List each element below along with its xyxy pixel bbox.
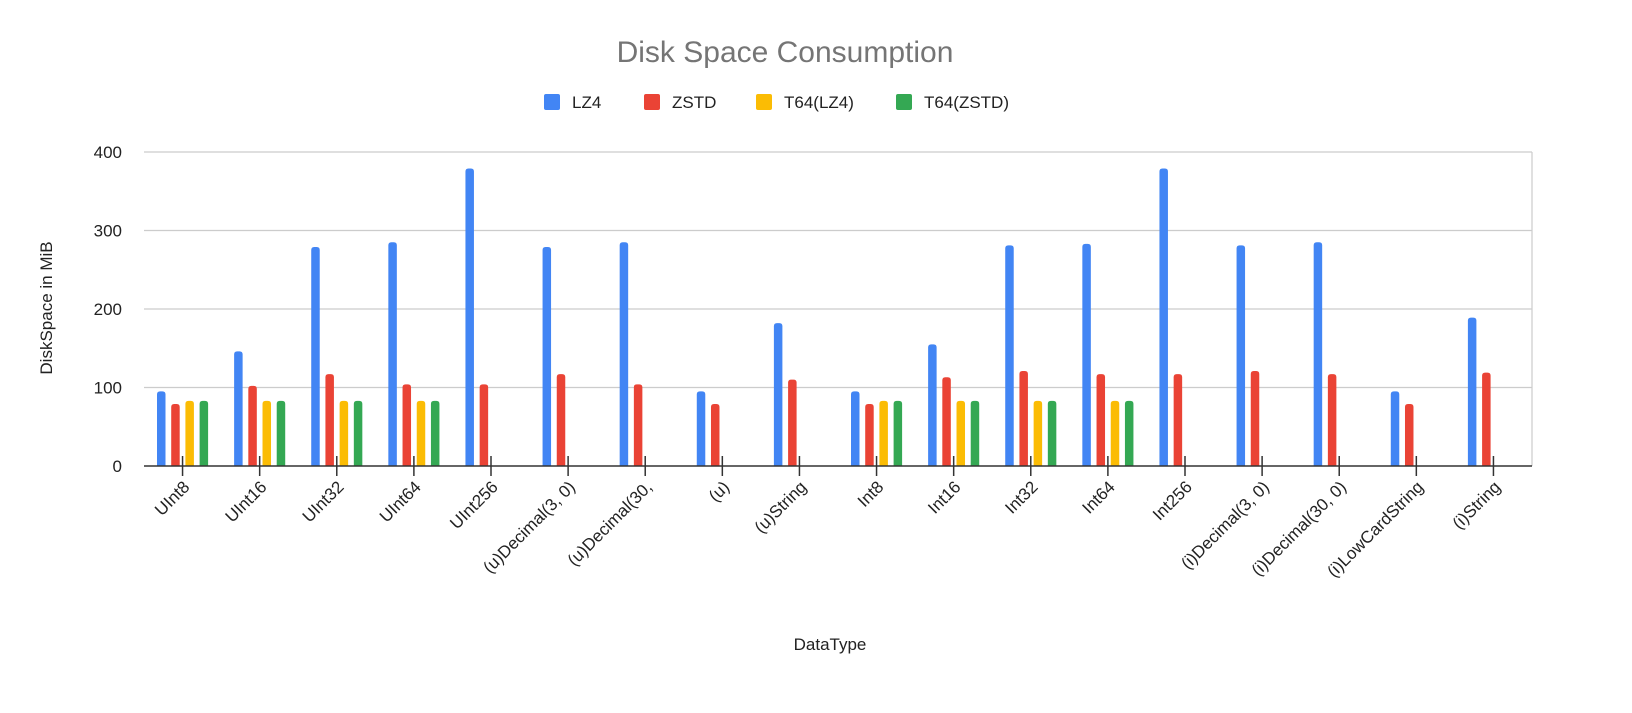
- legend-label: T64(ZSTD): [924, 93, 1009, 112]
- bar-t64-zstd--12: [1124, 400, 1134, 466]
- bar-lz4-13: [1159, 168, 1168, 467]
- bar-lz4-1: [234, 351, 243, 466]
- bar-lz4-5: [542, 246, 552, 466]
- bar-zstd-8: [788, 379, 797, 466]
- bar-t64-zstd--11: [1047, 400, 1057, 466]
- bar-zstd-2: [325, 374, 334, 466]
- bar-lz4-7: [696, 391, 706, 466]
- bar-t64-lz4--9: [879, 400, 888, 466]
- bar-lz4-0: [157, 391, 166, 466]
- bar-t64-zstd--10: [970, 400, 980, 466]
- bar-zstd-15: [1327, 374, 1337, 466]
- bar-t64-lz4--2: [339, 400, 349, 466]
- bar-t64-lz4--1: [262, 400, 272, 466]
- bar-lz4-3: [388, 242, 397, 466]
- bar-lz4-9: [851, 391, 860, 466]
- bar-lz4-14: [1236, 245, 1246, 466]
- y-tick-label: 0: [113, 457, 122, 476]
- bars: [157, 168, 1491, 467]
- bar-lz4-16: [1390, 391, 1400, 466]
- bar-zstd-7: [710, 403, 720, 466]
- bar-lz4-17: [1467, 317, 1477, 466]
- bar-zstd-4: [479, 384, 489, 466]
- y-tick-label: 300: [94, 222, 122, 241]
- bar-t64-lz4--11: [1033, 400, 1043, 466]
- legend-label: LZ4: [572, 93, 601, 112]
- bar-zstd-5: [556, 374, 566, 466]
- bar-t64-lz4--10: [956, 400, 966, 466]
- bar-t64-zstd--2: [353, 400, 363, 466]
- legend: LZ4 ZSTD T64(LZ4) T64(ZSTD): [544, 93, 1009, 112]
- bar-lz4-6: [619, 242, 629, 466]
- bar-lz4-11: [1005, 245, 1014, 466]
- bar-zstd-9: [865, 403, 874, 466]
- gridlines: [144, 151, 1533, 466]
- bar-t64-zstd--3: [430, 400, 440, 466]
- y-tick-label: 100: [94, 379, 122, 398]
- bar-t64-lz4--0: [185, 400, 194, 466]
- bar-t64-lz4--3: [416, 400, 426, 466]
- y-tick-label: 200: [94, 300, 122, 319]
- bar-zstd-17: [1482, 372, 1491, 466]
- bar-zstd-11: [1019, 371, 1028, 466]
- chart-title: Disk Space Consumption: [617, 36, 954, 69]
- bar-t64-zstd--0: [199, 400, 209, 466]
- bar-lz4-2: [311, 246, 320, 466]
- y-tick-label: 400: [94, 143, 122, 162]
- legend-swatch-lz4: [544, 94, 560, 110]
- bar-zstd-12: [1096, 374, 1106, 466]
- bar-zstd-0: [171, 403, 180, 466]
- bar-zstd-1: [248, 385, 257, 466]
- bar-t64-zstd--1: [276, 400, 286, 466]
- bar-zstd-16: [1404, 403, 1414, 466]
- x-axis-title: DataType: [794, 635, 867, 654]
- y-axis-ticks: 0 100 200 300 400: [94, 143, 122, 476]
- legend-swatch-zstd: [644, 94, 660, 110]
- bar-zstd-6: [633, 384, 643, 466]
- bar-lz4-4: [465, 168, 474, 467]
- legend-label: ZSTD: [672, 93, 716, 112]
- y-axis-title: DiskSpace in MiB: [37, 241, 56, 374]
- bar-zstd-3: [402, 384, 412, 466]
- bar-lz4-12: [1082, 243, 1091, 466]
- bar-lz4-15: [1313, 242, 1323, 466]
- bar-zstd-13: [1173, 374, 1183, 466]
- bar-t64-zstd--9: [893, 400, 903, 466]
- bar-lz4-10: [928, 344, 937, 466]
- legend-swatch-t64-lz4-: [756, 94, 772, 110]
- axes: [144, 456, 1532, 476]
- bar-t64-lz4--12: [1110, 400, 1120, 466]
- bar-zstd-14: [1250, 371, 1260, 466]
- bar-lz4-8: [773, 323, 783, 466]
- bar-zstd-10: [942, 377, 951, 466]
- legend-label: T64(LZ4): [784, 93, 854, 112]
- legend-swatch-t64-zstd-: [896, 94, 912, 110]
